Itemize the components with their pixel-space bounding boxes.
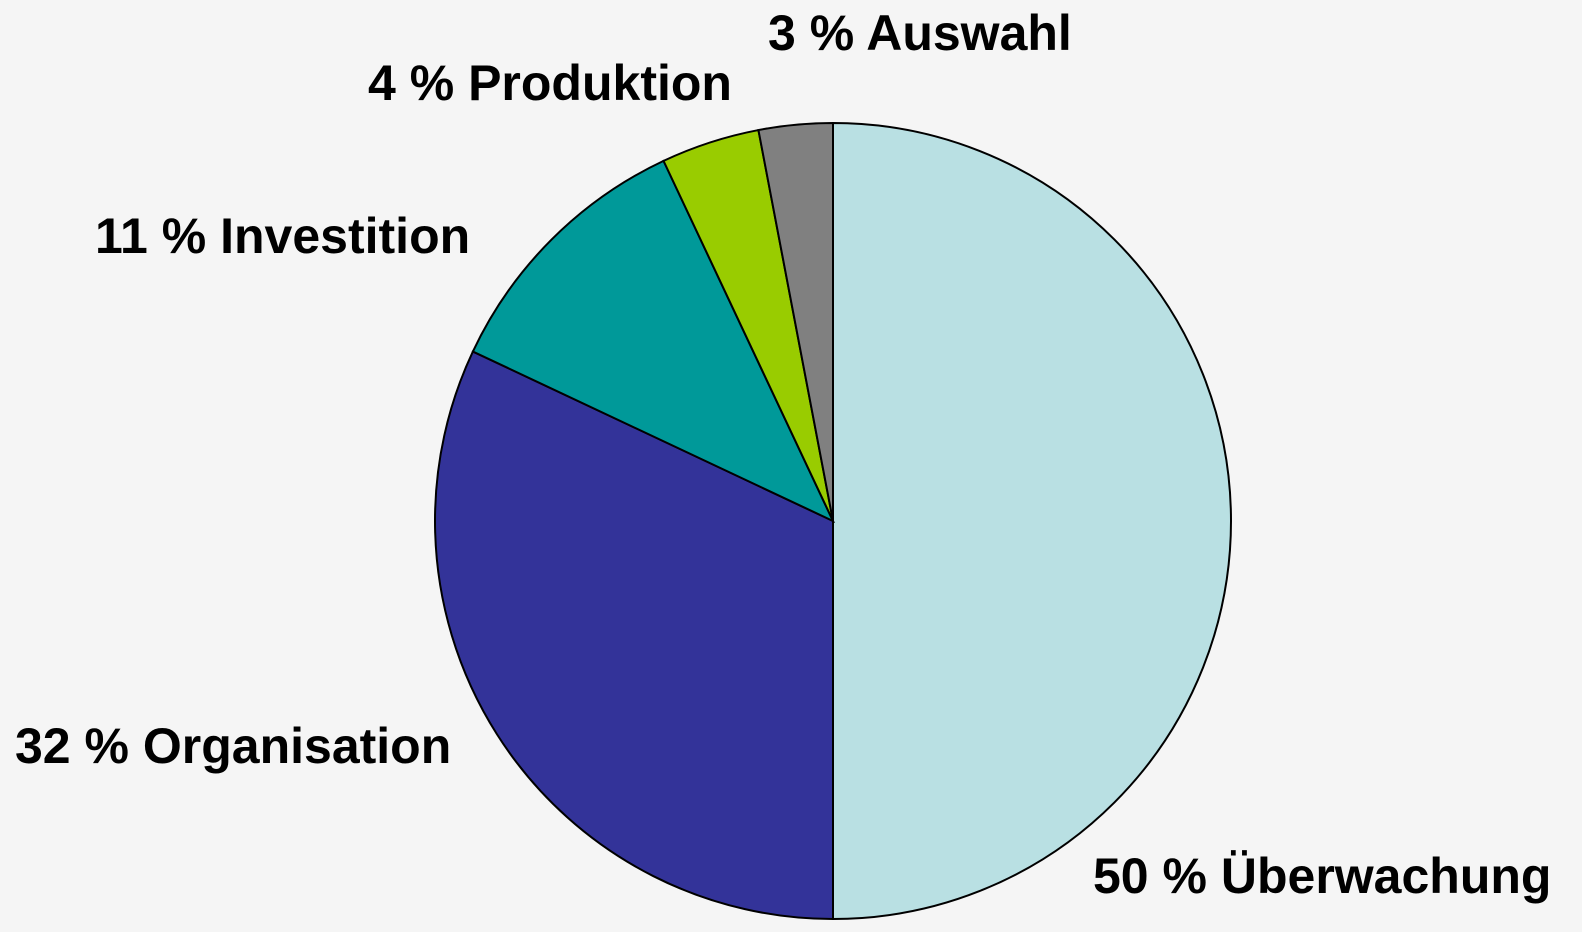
slice-label: 32 % Organisation [15, 718, 451, 774]
slice-category-label: Produktion [468, 55, 732, 111]
slice-value-label: 11 % [95, 208, 206, 264]
slice-value-label: 50 % [1093, 848, 1207, 904]
slice-value-label: 32 % [15, 718, 129, 774]
slice-label: 50 % Überwachung [1093, 848, 1551, 904]
pie-slice [434, 350, 834, 921]
pie-slice [832, 121, 1232, 921]
slice-category-label: Überwachung [1221, 848, 1552, 904]
slice-label: 3 % Auswahl [768, 5, 1072, 61]
slice-category-label: Auswahl [866, 5, 1072, 61]
slice-category-label: Organisation [143, 718, 451, 774]
pie-slice [757, 121, 834, 522]
slice-category-label: Investition [220, 208, 470, 264]
slice-value-label: 4 % [368, 55, 454, 111]
slice-value-label: 3 % [768, 5, 854, 61]
pie-slice [471, 159, 836, 524]
slice-label: 11 % Investition [95, 208, 470, 264]
slice-label: 4 % Produktion [368, 55, 732, 111]
